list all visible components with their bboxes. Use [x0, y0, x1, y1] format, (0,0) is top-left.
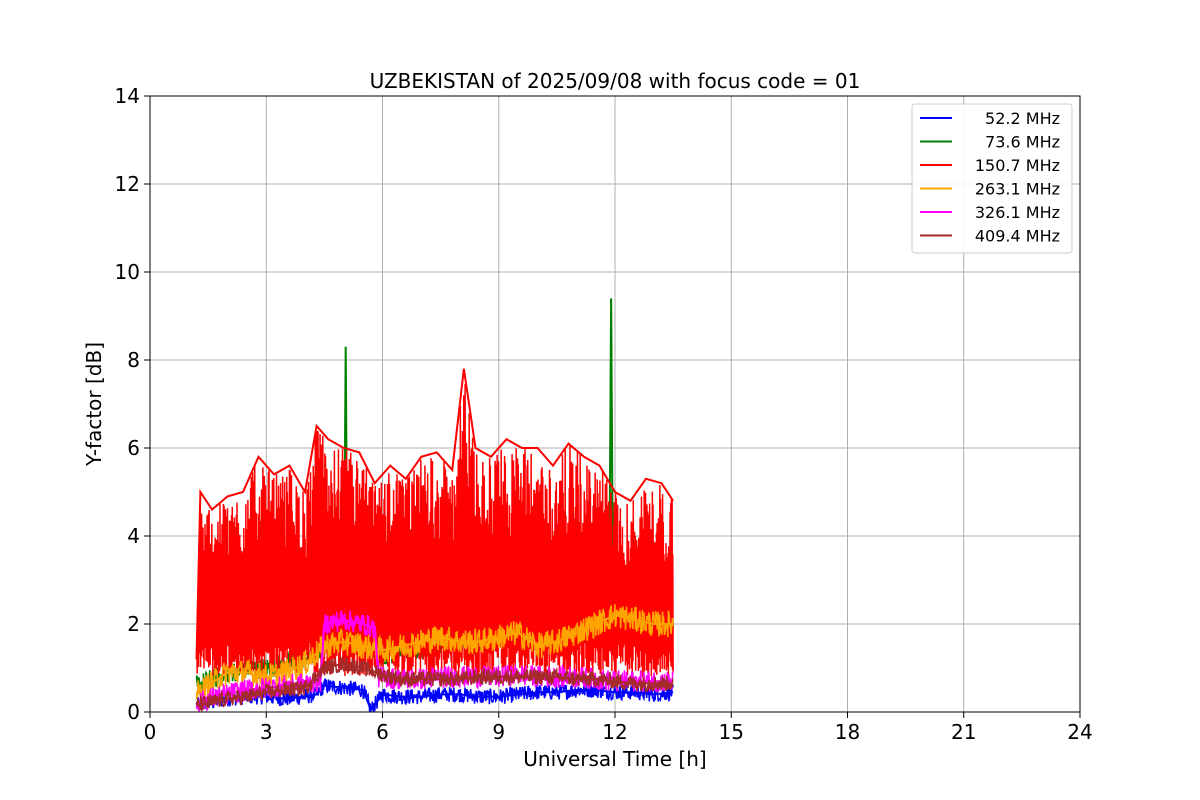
- series-line: [195, 656, 674, 712]
- y-tick-label: 10: [115, 260, 140, 284]
- y-axis: 0 2 4 6 8 10 12 14: [115, 84, 150, 724]
- x-tick-label: 24: [1067, 720, 1092, 744]
- legend-entry: 150.7 MHz: [975, 156, 1060, 175]
- x-axis: 0 3 6 9 12 15 18 21 24: [144, 712, 1093, 744]
- y-tick-label: 0: [127, 700, 140, 724]
- series-layer: [195, 298, 674, 712]
- x-tick-label: 3: [260, 720, 273, 744]
- y-axis-label: Y-factor [dB]: [82, 342, 106, 467]
- legend-entry: 263.1 MHz: [975, 180, 1060, 199]
- series-line: [195, 614, 674, 696]
- x-axis-label: Universal Time [h]: [523, 747, 706, 771]
- legend-entry: 73.6 MHz: [985, 133, 1060, 152]
- x-tick-label: 18: [835, 720, 860, 744]
- y-tick-label: 12: [115, 172, 140, 196]
- x-tick-label: 21: [951, 720, 976, 744]
- x-tick-label: 15: [719, 720, 744, 744]
- legend-entry: 409.4 MHz: [975, 227, 1060, 246]
- y-tick-label: 4: [127, 524, 140, 548]
- x-tick-label: 6: [376, 720, 389, 744]
- series-line: [196, 662, 674, 707]
- chart-title: UZBEKISTAN of 2025/09/08 with focus code…: [370, 69, 861, 93]
- series-line: [195, 384, 674, 677]
- x-tick-label: 9: [492, 720, 505, 744]
- y-tick-label: 14: [115, 84, 140, 108]
- x-tick-label: 0: [144, 720, 157, 744]
- y-tick-label: 2: [127, 612, 140, 636]
- legend-entry: 326.1 MHz: [975, 203, 1060, 222]
- plot-area: [195, 298, 674, 712]
- y-tick-label: 6: [127, 436, 140, 460]
- x-tick-label: 12: [602, 720, 627, 744]
- legend-entry: 52.2 MHz: [985, 109, 1060, 128]
- series-line: [195, 368, 674, 660]
- y-tick-label: 8: [127, 348, 140, 372]
- series-line: [195, 604, 674, 706]
- legend: 52.2 MHz 73.6 MHz 150.7 MHz 263.1 MHz 326.1 …: [911, 103, 1073, 254]
